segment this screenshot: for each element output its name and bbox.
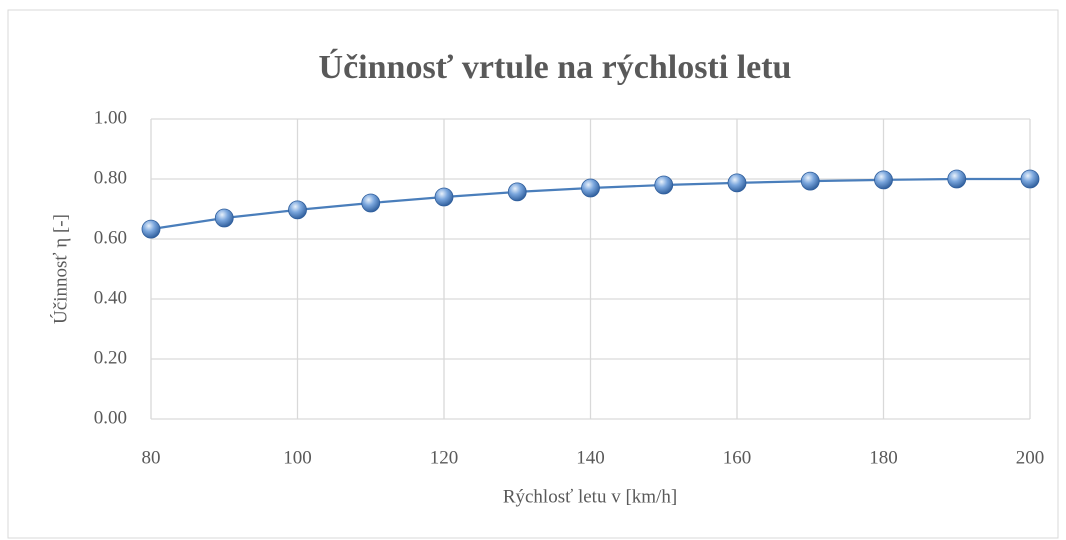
x-tick-label: 200 (1016, 447, 1045, 468)
data-point (214, 208, 234, 228)
data-point (361, 193, 381, 213)
y-tick-label: 1.00 (94, 107, 127, 128)
y-tick-label: 0.60 (94, 227, 127, 248)
data-point (288, 200, 307, 220)
y-tick-label: 0.40 (94, 287, 127, 308)
data-point (507, 182, 527, 202)
data-point (654, 175, 674, 195)
data-point (874, 170, 893, 190)
y-axis-label: Účinnosť η [-] (49, 214, 71, 324)
chart-title: Účinnosť vrtule na rýchlosti letu (319, 48, 792, 86)
data-point (800, 171, 820, 191)
x-tick-label: 80 (142, 447, 161, 468)
x-tick-label: 120 (430, 447, 459, 468)
x-axis-label: Rýchlosť letu v [km/h] (503, 486, 677, 507)
data-point (434, 187, 454, 207)
y-tick-label: 0.20 (94, 347, 127, 368)
data-point (141, 219, 161, 239)
chart-border (7, 9, 1059, 539)
data-point (1020, 169, 1040, 189)
x-tick-label: 160 (723, 447, 752, 468)
data-point (727, 173, 747, 193)
data-point (581, 178, 600, 198)
x-tick-label: 100 (283, 447, 312, 468)
y-tick-label: 0.80 (94, 167, 127, 188)
x-tick-label: 180 (869, 447, 898, 468)
data-point (947, 169, 967, 189)
x-tick-label: 140 (576, 447, 605, 468)
y-tick-label: 0.00 (94, 407, 127, 428)
